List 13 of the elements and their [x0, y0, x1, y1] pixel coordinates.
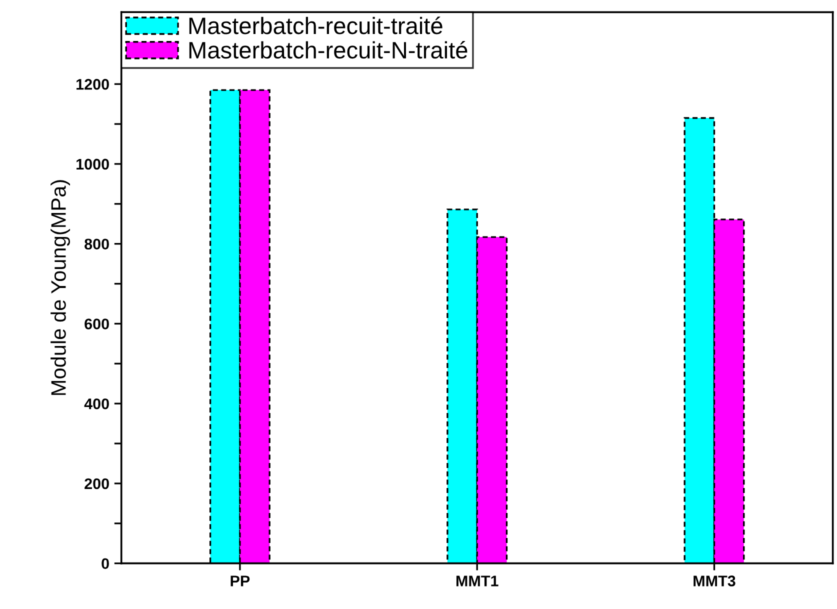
y-tick-label: 400 — [84, 398, 109, 410]
y-tick-label: 600 — [84, 318, 109, 330]
x-tick-label: MMT3 — [694, 576, 736, 586]
legend-label: Masterbatch-recuit-traité — [189, 16, 442, 34]
y-tick-label: 1000 — [76, 158, 109, 170]
y-axis-title: Module de Young(MPa) — [50, 180, 70, 395]
y-tick-label: 200 — [84, 478, 109, 490]
x-tick-label: MMT1 — [456, 576, 498, 586]
y-tick-label: 0 — [102, 558, 109, 570]
y-tick-label: 1200 — [76, 78, 109, 90]
x-tick-label: PP — [230, 576, 250, 586]
y-tick-label: 800 — [84, 238, 109, 250]
legend-label: Masterbatch-recuit-N-traité — [189, 40, 468, 59]
